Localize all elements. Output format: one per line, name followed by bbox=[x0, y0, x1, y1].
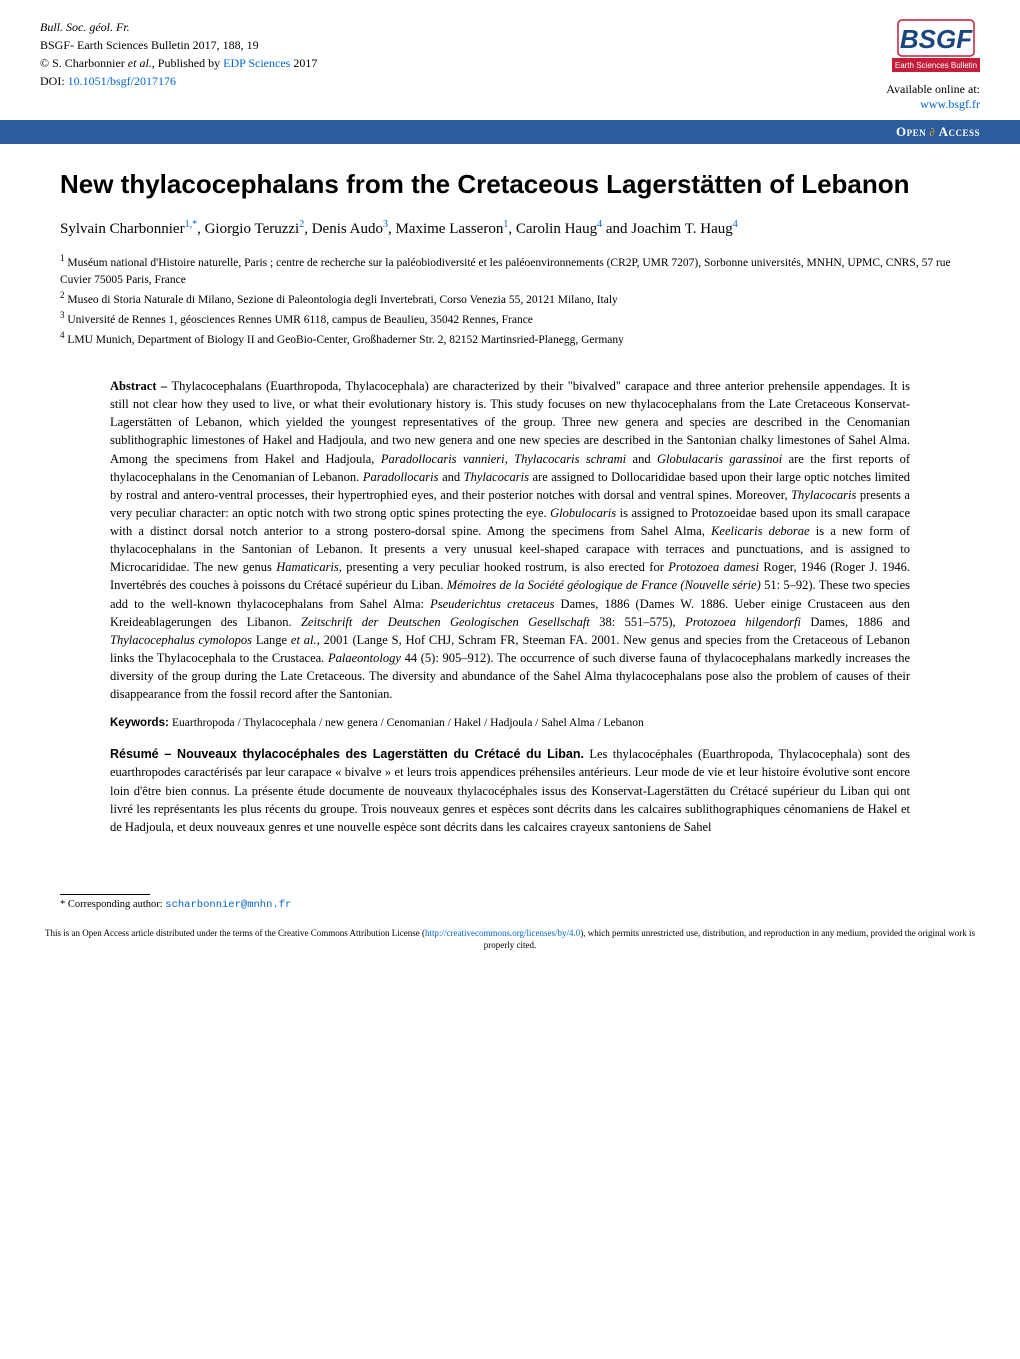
article-title: New thylacocephalans from the Cretaceous… bbox=[60, 168, 960, 201]
main-content: New thylacocephalans from the Cretaceous… bbox=[0, 144, 1020, 870]
resume-block: Résumé – Nouveaux thylacocéphales des La… bbox=[110, 745, 910, 836]
publisher-link[interactable]: EDP Sciences bbox=[223, 56, 290, 70]
affiliation-1: 1 Muséum national d'Histoire naturelle, … bbox=[60, 252, 960, 289]
affiliation-4: 4 LMU Munich, Department of Biology II a… bbox=[60, 329, 960, 349]
copyright-line: © S. Charbonnier et al., Published by ED… bbox=[40, 54, 317, 72]
affiliation-2: 2 Museo di Storia Naturale di Milano, Se… bbox=[60, 289, 960, 309]
journal-issue: BSGF- Earth Sciences Bulletin 2017, 188,… bbox=[40, 36, 317, 54]
blue-bar: Open ∂ Access bbox=[0, 120, 1020, 144]
header-right-block: BSGF Earth Sciences Bulletin Available o… bbox=[886, 18, 980, 112]
open-access-badge: Open ∂ Access bbox=[896, 124, 980, 140]
available-online-label: Available online at: bbox=[886, 82, 980, 97]
footnote-rule bbox=[60, 894, 150, 895]
resume-label: Résumé – Nouveaux thylacocéphales des La… bbox=[110, 747, 584, 761]
abstract-label: Abstract – bbox=[110, 379, 171, 393]
affiliations-block: 1 Muséum national d'Histoire naturelle, … bbox=[60, 252, 960, 350]
doi-link[interactable]: 10.1051/bsgf/2017176 bbox=[68, 74, 176, 88]
keywords-label: Keywords: bbox=[110, 717, 172, 729]
affiliation-3: 3 Université de Rennes 1, géosciences Re… bbox=[60, 309, 960, 329]
header-citation-block: Bull. Soc. géol. Fr. BSGF- Earth Science… bbox=[40, 18, 317, 112]
svg-text:BSGF: BSGF bbox=[900, 24, 973, 54]
keywords-text: Euarthropoda / Thylacocephala / new gene… bbox=[172, 717, 644, 729]
website-link[interactable]: www.bsgf.fr bbox=[886, 97, 980, 112]
keywords-block: Keywords: Euarthropoda / Thylacocephala … bbox=[110, 717, 910, 729]
authors-line: Sylvain Charbonnier1,*, Giorgio Teruzzi2… bbox=[60, 219, 960, 238]
page-header: Bull. Soc. géol. Fr. BSGF- Earth Science… bbox=[0, 0, 1020, 120]
doi-line: DOI: 10.1051/bsgf/2017176 bbox=[40, 72, 317, 90]
svg-text:Earth Sciences Bulletin: Earth Sciences Bulletin bbox=[895, 61, 977, 70]
license-url-link[interactable]: http://creativecommons.org/licenses/by/4… bbox=[425, 928, 580, 938]
abstract-block: Abstract – Thylacocephalans (Euarthropod… bbox=[110, 377, 910, 703]
corresponding-author-footnote: * Corresponding author: scharbonnier@mnh… bbox=[0, 899, 1020, 927]
corresponding-email-link[interactable]: scharbonnier@mnhn.fr bbox=[165, 899, 291, 911]
affil-sup-6[interactable]: 4 bbox=[733, 219, 738, 230]
journal-logo: BSGF Earth Sciences Bulletin bbox=[892, 18, 980, 72]
affil-sup-1[interactable]: 1,* bbox=[185, 219, 198, 230]
partial-icon: ∂ bbox=[929, 127, 935, 139]
license-text: This is an Open Access article distribut… bbox=[0, 927, 1020, 965]
journal-abbrev: Bull. Soc. géol. Fr. bbox=[40, 18, 317, 36]
